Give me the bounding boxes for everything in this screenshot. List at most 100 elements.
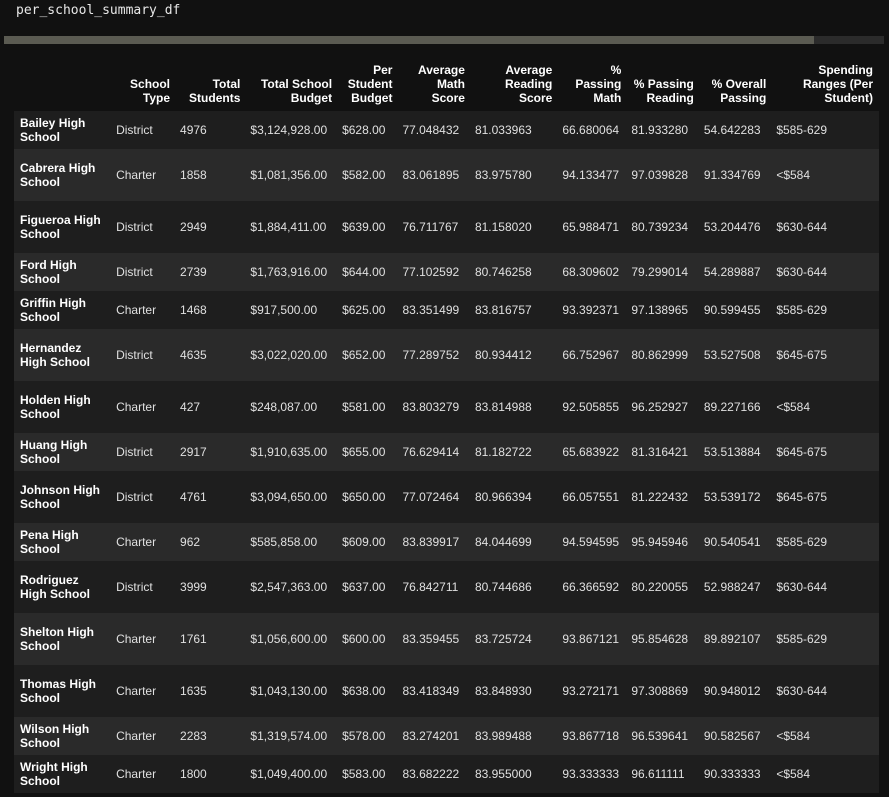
column-header: Spending Ranges (Per Student) bbox=[772, 59, 879, 111]
table-cell: District bbox=[116, 123, 153, 137]
table-cell: 83.839917 bbox=[402, 535, 460, 549]
table-cell: 94.594595 bbox=[562, 535, 620, 549]
table-cell: 76.842711 bbox=[402, 580, 459, 594]
table-row: Wright High School Charter 1800 $1,049,400.… bbox=[14, 755, 879, 793]
column-header: Average Math Score bbox=[398, 59, 471, 111]
table-cell: $585-629 bbox=[776, 303, 828, 317]
table-cell: $645-675 bbox=[776, 445, 828, 459]
table-cell: 66.366592 bbox=[562, 580, 620, 594]
table-cell: 80.739234 bbox=[631, 220, 689, 234]
table-cell: <$584 bbox=[776, 400, 811, 414]
table-cell: $583.00 bbox=[342, 767, 386, 781]
table-cell: 65.683922 bbox=[562, 445, 620, 459]
row-index-label: Johnson High School bbox=[20, 483, 100, 511]
column-header: Average Reading Score bbox=[470, 59, 559, 111]
table-cell: 92.505855 bbox=[562, 400, 620, 414]
table-cell: 1800 bbox=[180, 767, 207, 781]
row-index-label: Huang High School bbox=[20, 438, 88, 466]
row-index-label: Wilson High School bbox=[20, 722, 90, 750]
table-cell: 96.252927 bbox=[631, 400, 689, 414]
table-cell: District bbox=[116, 580, 153, 594]
column-header: Per Student Budget bbox=[338, 59, 399, 111]
table-row: Johnson High School District 4761 $3,094,65… bbox=[14, 471, 879, 523]
table-cell: Charter bbox=[116, 684, 157, 698]
table-cell: <$584 bbox=[776, 168, 811, 182]
table-cell: 81.316421 bbox=[631, 445, 689, 459]
table-cell: $585-629 bbox=[776, 535, 828, 549]
table-row: Holden High School Charter 427 $248,087.00 $… bbox=[14, 381, 879, 433]
header-row: School Type Total Students Total School … bbox=[14, 59, 879, 111]
table-cell: $630-644 bbox=[776, 265, 828, 279]
table-cell: $1,884,411.00 bbox=[250, 220, 327, 234]
table-cell: 83.816757 bbox=[474, 303, 532, 317]
table-cell: $585-629 bbox=[776, 123, 828, 137]
table-cell: $917,500.00 bbox=[250, 303, 318, 317]
horizontal-scrollbar[interactable] bbox=[4, 36, 884, 44]
scrollbar-thumb[interactable] bbox=[4, 36, 814, 44]
table-cell: 2283 bbox=[180, 729, 207, 743]
table-cell: 97.039828 bbox=[631, 168, 689, 182]
table-cell: 77.048432 bbox=[402, 123, 460, 137]
table-cell: <$584 bbox=[776, 729, 811, 743]
table-cell: Charter bbox=[116, 400, 157, 414]
table-cell: 76.629414 bbox=[402, 445, 460, 459]
row-index-label: Griffin High School bbox=[20, 296, 86, 324]
table-cell: 93.867718 bbox=[562, 729, 620, 743]
row-index-label: Thomas High School bbox=[20, 677, 97, 705]
table-cell: 93.333333 bbox=[562, 767, 620, 781]
table-cell: 83.975780 bbox=[474, 168, 532, 182]
table-cell: 77.102592 bbox=[402, 265, 460, 279]
table-cell: 93.867121 bbox=[562, 632, 620, 646]
table-row: Hernandez High School District 4635 $3,022,… bbox=[14, 329, 879, 381]
table-cell: 4761 bbox=[180, 490, 207, 504]
table-cell: 77.289752 bbox=[402, 348, 460, 362]
table-cell: $1,056,600.00 bbox=[250, 632, 328, 646]
table-cell: 97.138965 bbox=[631, 303, 689, 317]
table-cell: 81.182722 bbox=[474, 445, 532, 459]
table-row: Pena High School Charter 962 $585,858.00 $60… bbox=[14, 523, 879, 561]
code-cell-text[interactable]: per_school_summary_df bbox=[16, 3, 181, 18]
table-cell: $645-675 bbox=[776, 348, 828, 362]
table-cell: 83.725724 bbox=[474, 632, 532, 646]
table-cell: 53.204476 bbox=[703, 220, 761, 234]
table-cell: 80.746258 bbox=[474, 265, 532, 279]
table-cell: 83.848930 bbox=[474, 684, 532, 698]
table-cell: 90.333333 bbox=[703, 767, 761, 781]
table-cell: 83.274201 bbox=[402, 729, 460, 743]
table-cell: $630-644 bbox=[776, 220, 828, 234]
table-cell: $639.00 bbox=[342, 220, 386, 234]
table-cell: Charter bbox=[116, 632, 157, 646]
table-cell: 79.299014 bbox=[631, 265, 689, 279]
row-index-label: Cabrera High School bbox=[20, 161, 96, 189]
table-cell: 83.061895 bbox=[402, 168, 460, 182]
table-cell: 96.539641 bbox=[631, 729, 689, 743]
table-cell: 77.072464 bbox=[402, 490, 460, 504]
table-cell: 1468 bbox=[180, 303, 207, 317]
table-cell: $628.00 bbox=[342, 123, 386, 137]
table-cell: $3,124,928.00 bbox=[250, 123, 328, 137]
table-cell: 53.527508 bbox=[703, 348, 761, 362]
table-cell: $609.00 bbox=[342, 535, 386, 549]
table-cell: 53.539172 bbox=[703, 490, 761, 504]
table-cell: 4976 bbox=[180, 123, 207, 137]
table-cell: Charter bbox=[116, 168, 157, 182]
table-cell: 93.392371 bbox=[562, 303, 620, 317]
table-cell: 81.033963 bbox=[474, 123, 532, 137]
row-index-label: Figueroa High School bbox=[20, 213, 101, 241]
table-cell: Charter bbox=[116, 303, 157, 317]
table-cell: 54.642283 bbox=[703, 123, 761, 137]
table-cell: 90.540541 bbox=[703, 535, 761, 549]
row-index-label: Holden High School bbox=[20, 393, 91, 421]
table-cell: 66.057551 bbox=[562, 490, 620, 504]
table-cell: District bbox=[116, 265, 153, 279]
table-cell: 93.272171 bbox=[562, 684, 620, 698]
row-index-label: Shelton High School bbox=[20, 625, 94, 653]
table-cell: $638.00 bbox=[342, 684, 386, 698]
table-cell: $1,043,130.00 bbox=[250, 684, 328, 698]
table-cell: 83.955000 bbox=[474, 767, 532, 781]
row-index-label: Wright High School bbox=[20, 760, 88, 788]
table-cell: 53.513884 bbox=[703, 445, 761, 459]
table-cell: 83.814988 bbox=[474, 400, 532, 414]
table-cell: 83.682222 bbox=[402, 767, 460, 781]
table-cell: $1,910,635.00 bbox=[250, 445, 328, 459]
